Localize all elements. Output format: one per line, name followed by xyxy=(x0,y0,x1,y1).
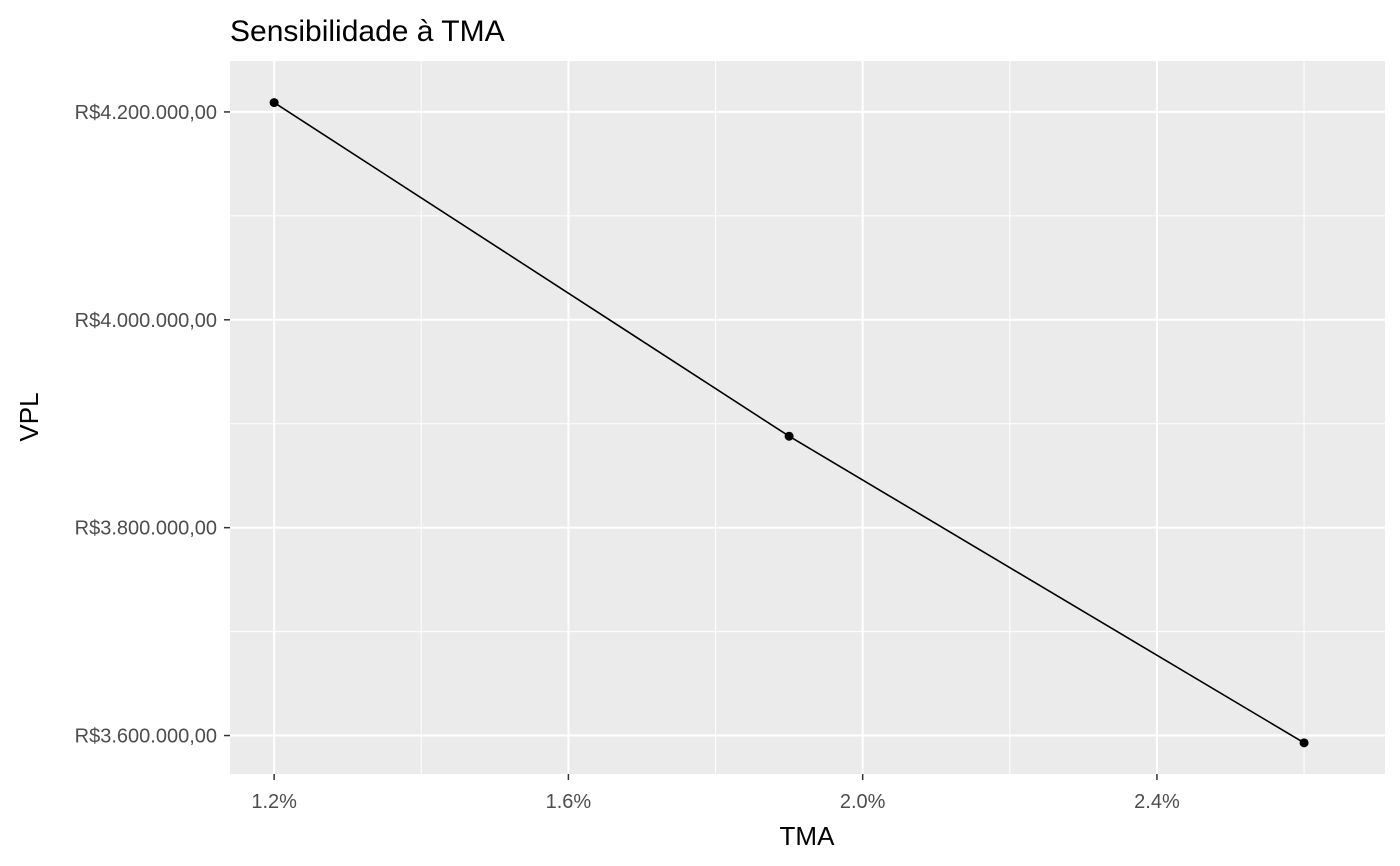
data-point xyxy=(784,431,794,441)
chart-title: Sensibilidade à TMA xyxy=(230,15,505,48)
data-point xyxy=(1299,738,1309,748)
x-tick-label: 2.4% xyxy=(1134,791,1180,813)
y-axis-tick-labels: R$3.600.000,00 R$3.800.000,00 R$4.000.000,… xyxy=(75,102,217,748)
y-tick-label: R$3.600.000,00 xyxy=(75,726,217,748)
data-points xyxy=(269,98,1309,748)
axis-ticks xyxy=(224,111,1158,780)
x-axis-title: TMA xyxy=(780,821,836,851)
plot-panel xyxy=(230,61,1385,774)
major-grid xyxy=(230,61,1385,774)
x-tick-label: 2.0% xyxy=(840,791,886,813)
minor-grid xyxy=(230,61,1385,774)
y-tick-label: R$3.800.000,00 xyxy=(75,518,217,540)
x-tick-label: 1.6% xyxy=(546,791,592,813)
x-axis-tick-labels: 1.2% 1.6% 2.0% 2.4% xyxy=(251,791,1180,813)
data-point xyxy=(269,98,279,108)
x-tick-label: 1.2% xyxy=(251,791,297,813)
y-tick-label: R$4.000.000,00 xyxy=(75,310,217,332)
y-tick-label: R$4.200.000,00 xyxy=(75,102,217,124)
y-axis-title: VPL xyxy=(14,392,44,441)
